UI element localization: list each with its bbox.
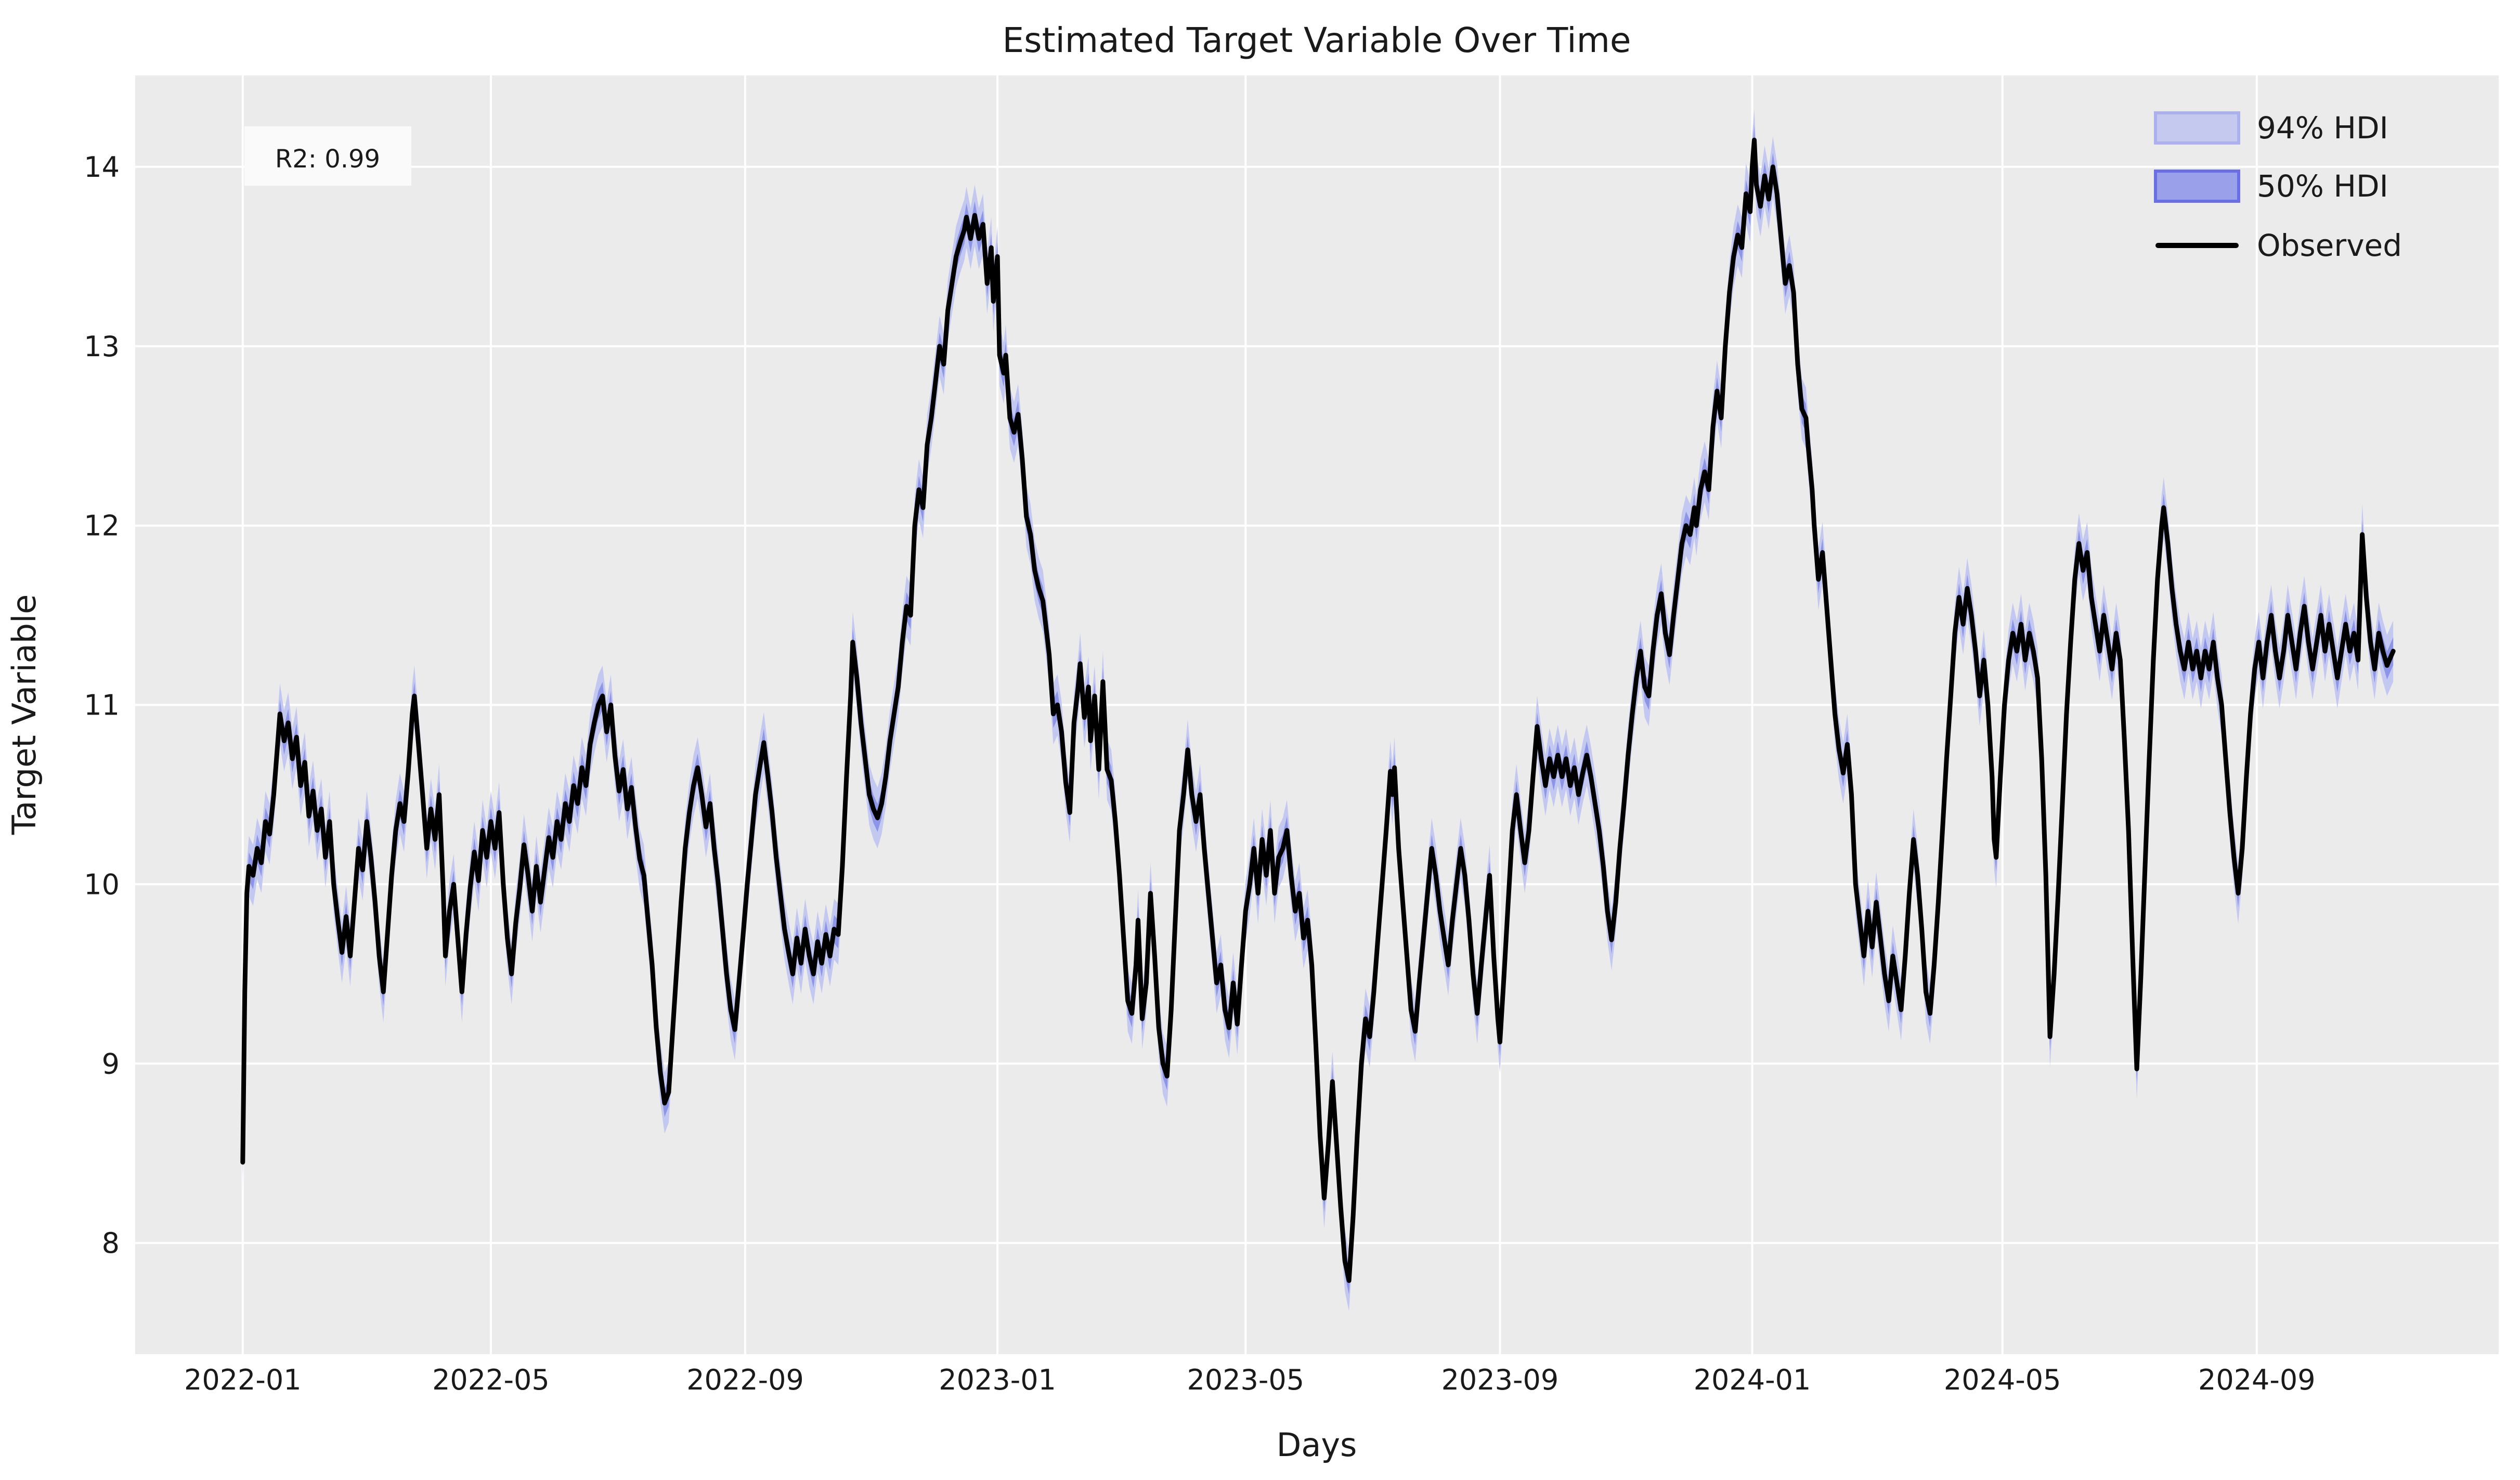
y-tick-label: 8	[102, 1227, 120, 1260]
x-tick-label: 2023-09	[1441, 1364, 1559, 1396]
legend-label-50-hdi: 50% HDI	[2257, 168, 2388, 204]
r2-annotation-text: R2: 0.99	[275, 145, 380, 174]
y-tick-label: 14	[84, 151, 120, 184]
r2-annotation-box	[244, 126, 411, 186]
y-axis-label: Target Variable	[5, 594, 43, 836]
y-tick-labels: 8 9 10 11 12 13 14	[84, 151, 120, 1260]
legend-label-94-hdi: 94% HDI	[2257, 110, 2388, 146]
x-tick-label: 2023-01	[939, 1364, 1056, 1396]
y-tick-label: 9	[102, 1047, 120, 1080]
x-tick-label: 2024-05	[1944, 1364, 2061, 1396]
y-tick-label: 13	[84, 330, 120, 363]
x-tick-label: 2022-09	[686, 1364, 804, 1396]
y-tick-label: 12	[84, 510, 120, 542]
legend-label-observed: Observed	[2257, 228, 2402, 263]
x-tick-label: 2022-05	[432, 1364, 550, 1396]
plot-area	[135, 75, 2499, 1354]
y-tick-label: 11	[84, 689, 120, 722]
legend-swatch-50-hdi	[2154, 170, 2240, 203]
x-tick-label: 2022-01	[184, 1364, 302, 1396]
x-axis-label: Days	[1277, 1426, 1357, 1464]
observed-line	[240, 137, 2396, 1283]
r2-annotation: R2: 0.99	[244, 126, 411, 186]
x-tick-label: 2024-09	[2198, 1364, 2316, 1396]
legend-swatch-94-hdi	[2154, 111, 2240, 145]
x-tick-labels: 2022-01 2022-05 2022-09 2023-01 2023-05 2023-…	[184, 1364, 2316, 1396]
x-tick-label: 2024-01	[1694, 1364, 1811, 1396]
y-tick-label: 10	[84, 868, 120, 901]
x-tick-label: 2023-05	[1187, 1364, 1304, 1396]
chart-title: Estimated Target Variable Over Time	[1002, 20, 1631, 60]
legend: 94% HDI 50% HDI Observed	[2154, 110, 2402, 263]
